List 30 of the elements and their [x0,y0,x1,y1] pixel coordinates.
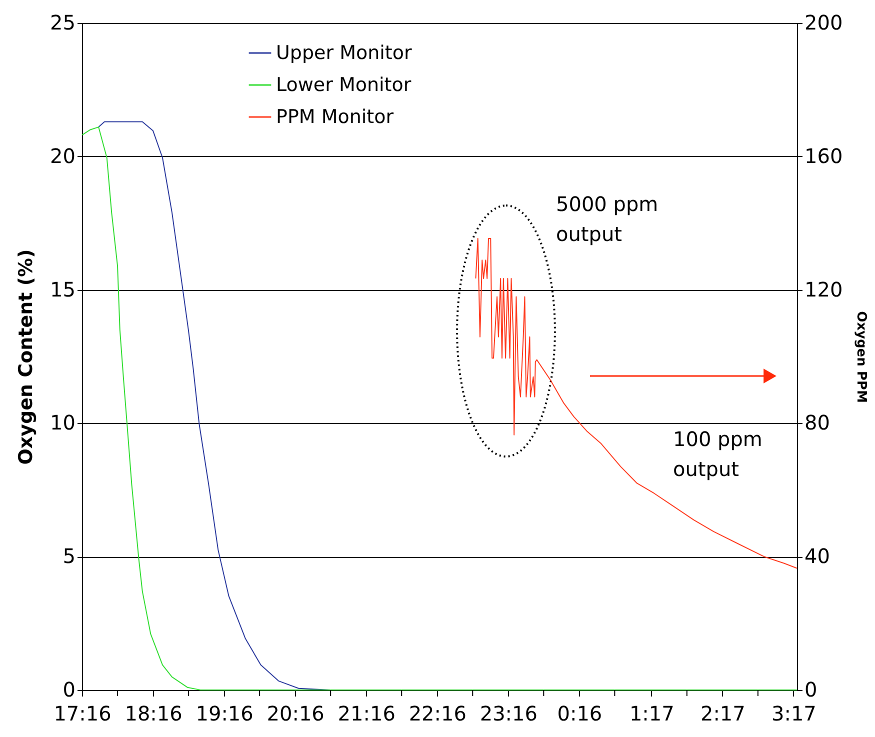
x-tick-label: 22:16 [408,702,466,726]
x-tick-label: 21:16 [338,702,396,726]
legend-label: Lower Monitor [276,74,412,96]
x-tick-label: 18:16 [124,702,182,726]
y2-tick-label: 80 [804,410,830,435]
x-tick-label: 23:16 [480,702,538,726]
y-tick-label: 20 [50,144,76,168]
x-tick-label: 17:16 [54,702,112,726]
y-tick-label: 15 [50,277,76,302]
y-tick-label: 25 [50,10,76,34]
legend-label: PPM Monitor [276,106,394,128]
x-tick-label: 19:16 [196,702,254,726]
y-tick-label: 0 [62,678,76,702]
legend-label: Upper Monitor [276,42,412,64]
y-tick-label: 10 [50,410,76,435]
y-tick-label: 5 [62,544,76,568]
x-tick-label: 2:17 [700,702,746,726]
x-tick-label: 1:17 [629,702,674,726]
annotation: 5000 ppm output [556,192,658,246]
y-axis-title: Oxygen Content (%) [15,249,38,465]
y2-tick-label: 120 [804,277,843,302]
y2-tick-label: 0 [804,678,818,702]
y2-tick-label: 200 [804,10,843,34]
x-tick-label: 3:17 [771,702,816,726]
annotation: 100 ppm output [673,427,762,481]
y2-tick-label: 160 [804,144,843,168]
x-tick-label: 0:16 [557,702,602,726]
y2-axis-title: Oxygen PPM [854,311,869,403]
y2-tick-label: 40 [804,544,830,568]
x-tick-label: 20:16 [266,702,324,726]
